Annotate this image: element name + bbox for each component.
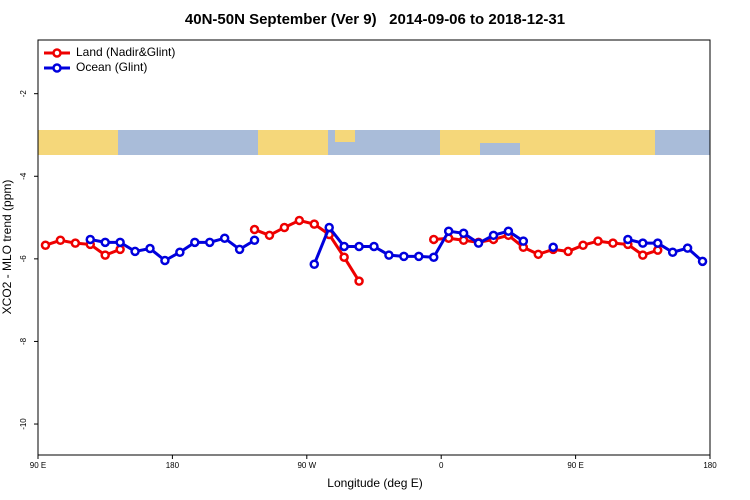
x-tick-label: 90 W: [297, 461, 316, 470]
data-point: [458, 228, 469, 239]
data-point: [324, 222, 334, 233]
map-land: [335, 130, 355, 142]
data-point: [40, 240, 51, 250]
data-point: [428, 252, 439, 262]
data-point: [234, 244, 245, 255]
x-tick-label: 180: [166, 461, 180, 470]
data-point: [533, 249, 544, 260]
legend-marker: [52, 48, 62, 58]
legend-label: Ocean (Glint): [76, 60, 147, 74]
x-tick-label: 90 E: [567, 461, 583, 470]
y-tick-label: -2: [19, 90, 28, 98]
data-point: [145, 243, 155, 254]
data-point: [518, 236, 529, 246]
map-strip: [38, 130, 710, 155]
data-point: [428, 234, 439, 245]
map-land: [440, 130, 655, 155]
data-point: [414, 251, 424, 262]
data-point: [638, 250, 648, 260]
data-point: [85, 234, 96, 245]
data-point: [204, 237, 215, 248]
x-tick-label: 180: [703, 461, 717, 470]
data-point: [667, 247, 678, 257]
data-point: [70, 238, 81, 248]
data-point: [638, 238, 648, 248]
data-point: [473, 238, 484, 248]
x-tick-label: 90 E: [30, 461, 46, 470]
data-point: [563, 246, 573, 257]
data-point: [294, 215, 305, 226]
y-tick-label: -6: [19, 255, 28, 263]
map-land: [38, 130, 118, 155]
y-tick-label: -4: [19, 172, 28, 180]
data-point: [219, 233, 230, 243]
y-tick-label: -10: [19, 418, 28, 430]
data-point: [339, 241, 349, 252]
map-ocean: [480, 143, 520, 155]
legend-label: Land (Nadir&Glint): [76, 45, 175, 59]
data-point: [249, 224, 260, 235]
data-point: [503, 226, 514, 236]
data-point: [697, 256, 708, 267]
y-axis-label: XCO2 - MLO trend (ppm): [0, 180, 14, 315]
data-point: [175, 247, 185, 257]
y-tick-label: -8: [19, 337, 28, 345]
data-point: [354, 276, 364, 286]
data-point: [399, 251, 409, 262]
data-point: [608, 238, 618, 248]
data-point: [384, 250, 394, 260]
data-point: [548, 242, 558, 253]
data-point: [623, 234, 633, 245]
data-point: [249, 235, 260, 246]
data-point: [190, 237, 200, 248]
x-tick-label: 0: [439, 461, 444, 470]
data-point: [682, 243, 693, 253]
data-point: [339, 252, 349, 262]
data-point: [578, 240, 588, 250]
data-point: [100, 237, 110, 248]
data-point: [100, 250, 110, 260]
chart-title: 40N-50N September (Ver 9) 2014-09-06 to …: [185, 11, 565, 28]
data-point: [279, 222, 290, 233]
data-point: [593, 236, 603, 246]
data-point: [309, 219, 320, 229]
data-point: [369, 241, 379, 252]
data-point: [354, 241, 364, 252]
data-point: [652, 238, 663, 248]
data-point: [115, 237, 125, 248]
data-point: [55, 235, 66, 246]
x-axis-label: Longitude (deg E): [327, 476, 422, 490]
data-point: [443, 226, 454, 236]
data-point: [309, 259, 320, 269]
map-land: [258, 130, 328, 155]
data-point: [488, 230, 499, 241]
data-point: [264, 230, 275, 241]
data-point: [130, 246, 140, 257]
data-point: [160, 255, 170, 266]
legend-marker: [52, 63, 62, 73]
plot-frame: [37, 39, 711, 456]
